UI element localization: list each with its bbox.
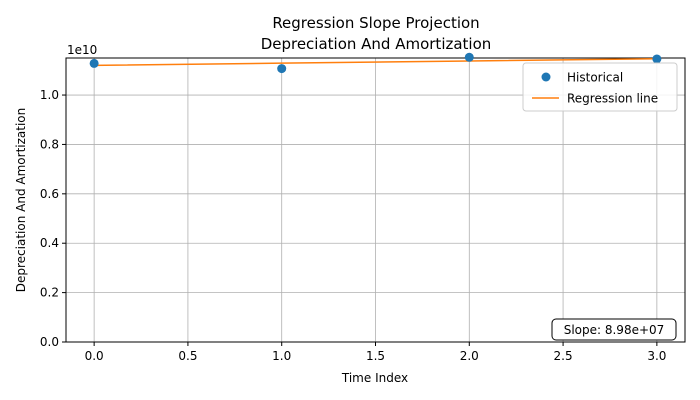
x-tick-label: 1.0 [272,349,291,363]
x-tick-label: 3.0 [647,349,666,363]
x-tick-label: 2.0 [460,349,479,363]
slope-annotation: Slope: 8.98e+07 [551,318,677,341]
slope-annotation-text: Slope: 8.98e+07 [564,323,665,337]
axes: 0.0 0.5 1.0 1.5 2.0 2.5 3.0 0.0 0.2 0.4 0.6 0.8 1.0 [40,57,686,363]
slope-annotation-box [551,318,677,341]
historical-point [464,52,474,62]
legend: Historical Regression line [522,62,678,112]
regression-line [94,57,657,67]
y-tick-label: 0.8 [40,137,59,151]
legend-label-regression: Regression line [567,92,658,106]
data-series [89,52,662,74]
x-tick-label: 2.5 [554,349,573,363]
historical-point [652,54,662,64]
y-tick-label: 0.0 [40,335,59,349]
chart-title-line2: Depreciation And Amortization [261,35,492,53]
y-offset-label: 1e10 [67,43,97,57]
legend-marker-historical [541,72,551,82]
y-tick-label: 1.0 [40,88,59,102]
x-tick-label: 0.5 [178,349,197,363]
legend-box [522,62,678,112]
y-tick-label: 0.2 [40,286,59,300]
y-tick-label: 0.4 [40,236,59,250]
x-axis-label: Time Index [341,371,408,385]
y-tick-label: 0.6 [40,187,59,201]
x-tick-label: 0.0 [85,349,104,363]
y-axis-label: Depreciation And Amortization [14,108,28,292]
historical-point [89,58,99,68]
x-tick-label: 1.5 [366,349,385,363]
historical-point [277,64,287,74]
legend-label-historical: Historical [567,71,623,85]
chart-title-line1: Regression Slope Projection [272,14,479,32]
